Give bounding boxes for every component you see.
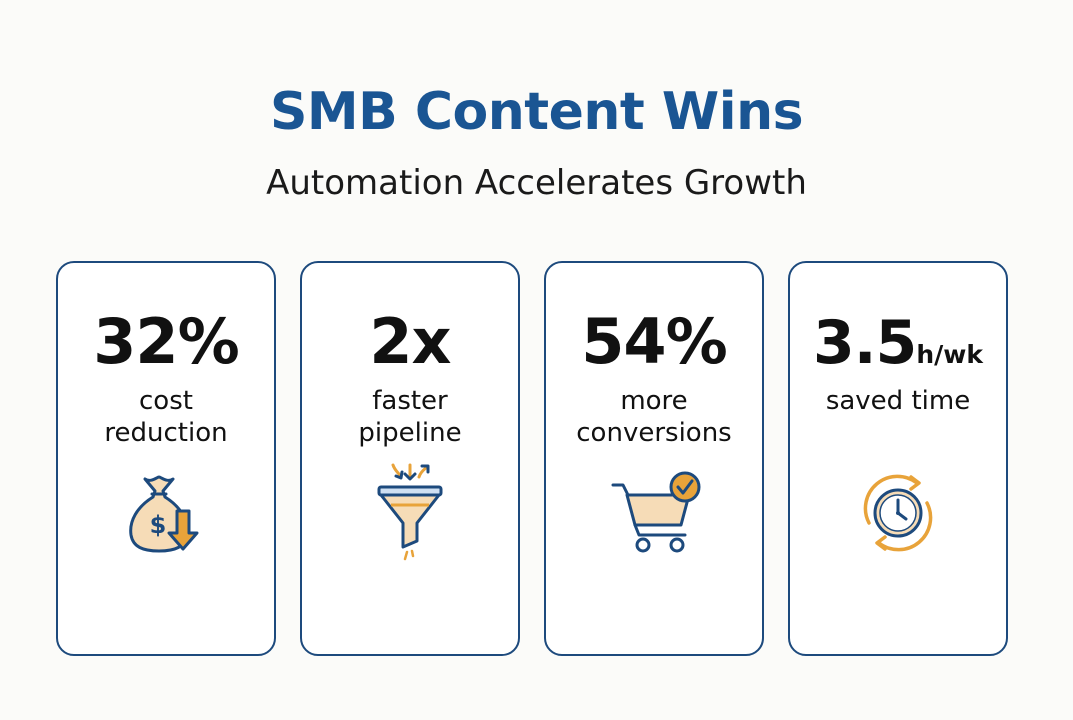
stat-card-faster-pipeline: 2x faster pipeline (300, 261, 520, 656)
stat-label: cost reduction (58, 385, 274, 449)
stat-label-line: cost (139, 386, 193, 416)
stat-label-line: faster (372, 386, 448, 416)
page-subtitle: Automation Accelerates Growth (266, 163, 807, 203)
svg-text:$: $ (150, 511, 167, 539)
stat-card-more-conversions: 54% more conversions (544, 261, 764, 656)
stat-cards: 32% cost reduction $ 2x faster pipeline (56, 261, 1008, 656)
clock-refresh-icon (843, 463, 953, 563)
stat-label-line: pipeline (358, 418, 462, 448)
funnel-icon (355, 463, 465, 563)
stat-label: saved time (790, 385, 1006, 417)
shopping-cart-check-icon (599, 463, 709, 563)
stat-value: 54% (581, 305, 727, 378)
stat-number: 3.5 (813, 308, 917, 378)
stat-label-line: conversions (576, 418, 732, 448)
stat-label: more conversions (546, 385, 762, 449)
page-title: SMB Content Wins (269, 82, 804, 142)
stat-value: 32% (93, 305, 239, 378)
stat-unit: h/wk (916, 340, 983, 369)
money-bag-down-arrow-icon: $ (111, 463, 221, 563)
stat-label-line: more (620, 386, 688, 416)
stat-label-line: reduction (104, 418, 228, 448)
stat-value: 2x (369, 305, 451, 378)
stat-value: 3.5h/wk (790, 311, 1006, 373)
stat-card-cost-reduction: 32% cost reduction $ (56, 261, 276, 656)
stat-card-saved-time: 3.5h/wk saved time (788, 261, 1008, 656)
stat-label-line: saved time (825, 386, 971, 416)
stat-label: faster pipeline (302, 385, 518, 449)
